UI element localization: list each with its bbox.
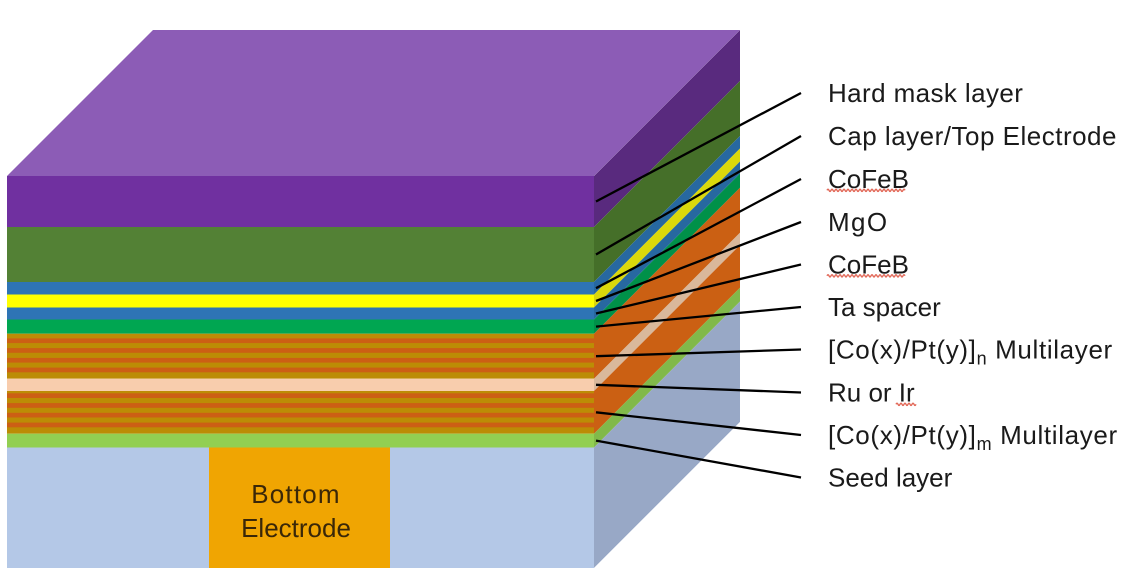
svg-text:Hard mask layer: Hard mask layer [828, 78, 1023, 108]
svg-text:Cap layer/Top Electrode: Cap layer/Top Electrode [828, 121, 1117, 151]
svg-text:Electrode: Electrode [241, 513, 351, 543]
svg-text:Seed layer: Seed layer [828, 463, 953, 493]
svg-text:MgO: MgO [828, 207, 889, 237]
svg-text:Ta spacer: Ta spacer [828, 292, 941, 322]
svg-text:[Co(x)/Pt(y)]m Multilayer: [Co(x)/Pt(y)]m Multilayer [828, 420, 1118, 454]
svg-text:[Co(x)/Pt(y)]n Multilayer: [Co(x)/Pt(y)]n Multilayer [828, 335, 1113, 369]
svg-text:Bottom: Bottom [251, 479, 341, 509]
